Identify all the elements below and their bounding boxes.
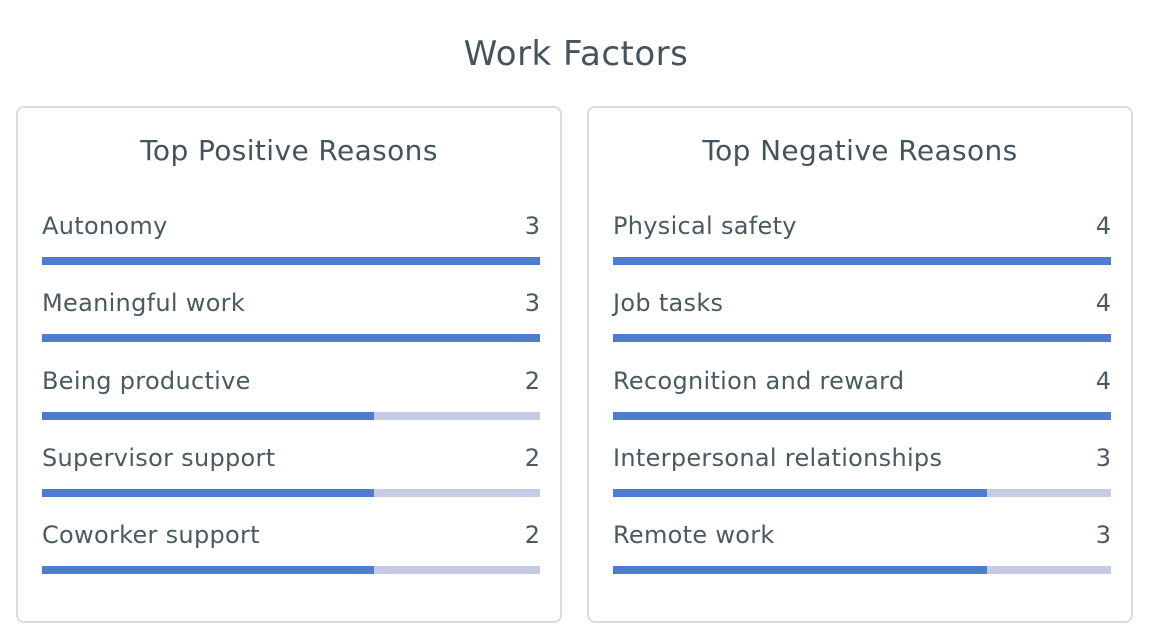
bar xyxy=(613,411,1111,420)
negative-reasons-rows: Physical safety 4 Job tasks 4 Recognition an… xyxy=(613,212,1111,598)
bar-row: Recognition and reward 4 xyxy=(613,367,1111,444)
bar-track xyxy=(42,566,540,575)
bar-row: Being productive 2 xyxy=(42,367,540,444)
bar xyxy=(613,566,987,575)
bar-track xyxy=(42,257,540,265)
bar-track xyxy=(613,257,1111,265)
bar-label: Meaningful work xyxy=(42,289,246,318)
bar-label: Autonomy xyxy=(42,212,168,240)
bar xyxy=(42,334,540,343)
bar-value: 4 xyxy=(1095,366,1111,395)
bar-label: Remote work xyxy=(613,521,775,550)
bar xyxy=(613,488,987,497)
bar-value: 2 xyxy=(524,366,540,395)
bar-value: 4 xyxy=(1095,212,1111,240)
bar-label: Coworker support xyxy=(42,521,260,550)
bar-row: Autonomy 3 xyxy=(42,212,540,289)
positive-reasons-card: Top Positive Reasons Autonomy 3 Meaningful… xyxy=(16,106,562,623)
bar-track xyxy=(613,566,1111,575)
positive-reasons-rows: Autonomy 3 Meaningful work 3 Being productiv… xyxy=(42,212,540,598)
bar-track xyxy=(613,488,1111,497)
negative-reasons-title: Top Negative Reasons xyxy=(702,134,1018,167)
bar xyxy=(42,488,374,497)
bar-track xyxy=(42,411,540,420)
bar-track xyxy=(42,334,540,343)
bar-value: 3 xyxy=(524,289,540,318)
page-title: Work Factors xyxy=(463,34,689,74)
bar-track xyxy=(613,411,1111,420)
positive-reasons-title: Top Positive Reasons xyxy=(140,134,438,167)
bar xyxy=(42,566,374,575)
bar-value: 3 xyxy=(524,212,540,240)
bar-label: Recognition and reward xyxy=(613,366,905,395)
bar-value: 2 xyxy=(524,443,540,472)
bar-track xyxy=(42,488,540,497)
bar xyxy=(613,334,1111,343)
bar-value: 3 xyxy=(1095,443,1111,472)
bar-row: Coworker support 2 xyxy=(42,521,540,598)
bar-label: Physical safety xyxy=(613,212,797,240)
bar-row: Job tasks 4 xyxy=(613,289,1111,366)
bar-value: 2 xyxy=(524,521,540,550)
bar-track xyxy=(613,334,1111,343)
bar-row: Remote work 3 xyxy=(613,521,1111,598)
negative-reasons-card: Top Negative Reasons Physical safety 4 Job… xyxy=(587,106,1133,623)
bar-label: Supervisor support xyxy=(42,443,276,472)
bar xyxy=(613,257,1111,265)
bar xyxy=(42,411,374,420)
bar-row: Interpersonal relationships 3 xyxy=(613,444,1111,521)
bar-row: Physical safety 4 xyxy=(613,212,1111,289)
bar-label: Being productive xyxy=(42,366,251,395)
bar-value: 4 xyxy=(1095,289,1111,318)
bar-row: Meaningful work 3 xyxy=(42,289,540,366)
bar-value: 3 xyxy=(1095,521,1111,550)
bar xyxy=(42,257,540,265)
bar-label: Job tasks xyxy=(613,289,724,318)
bar-label: Interpersonal relationships xyxy=(613,443,943,472)
bar-row: Supervisor support 2 xyxy=(42,444,540,521)
